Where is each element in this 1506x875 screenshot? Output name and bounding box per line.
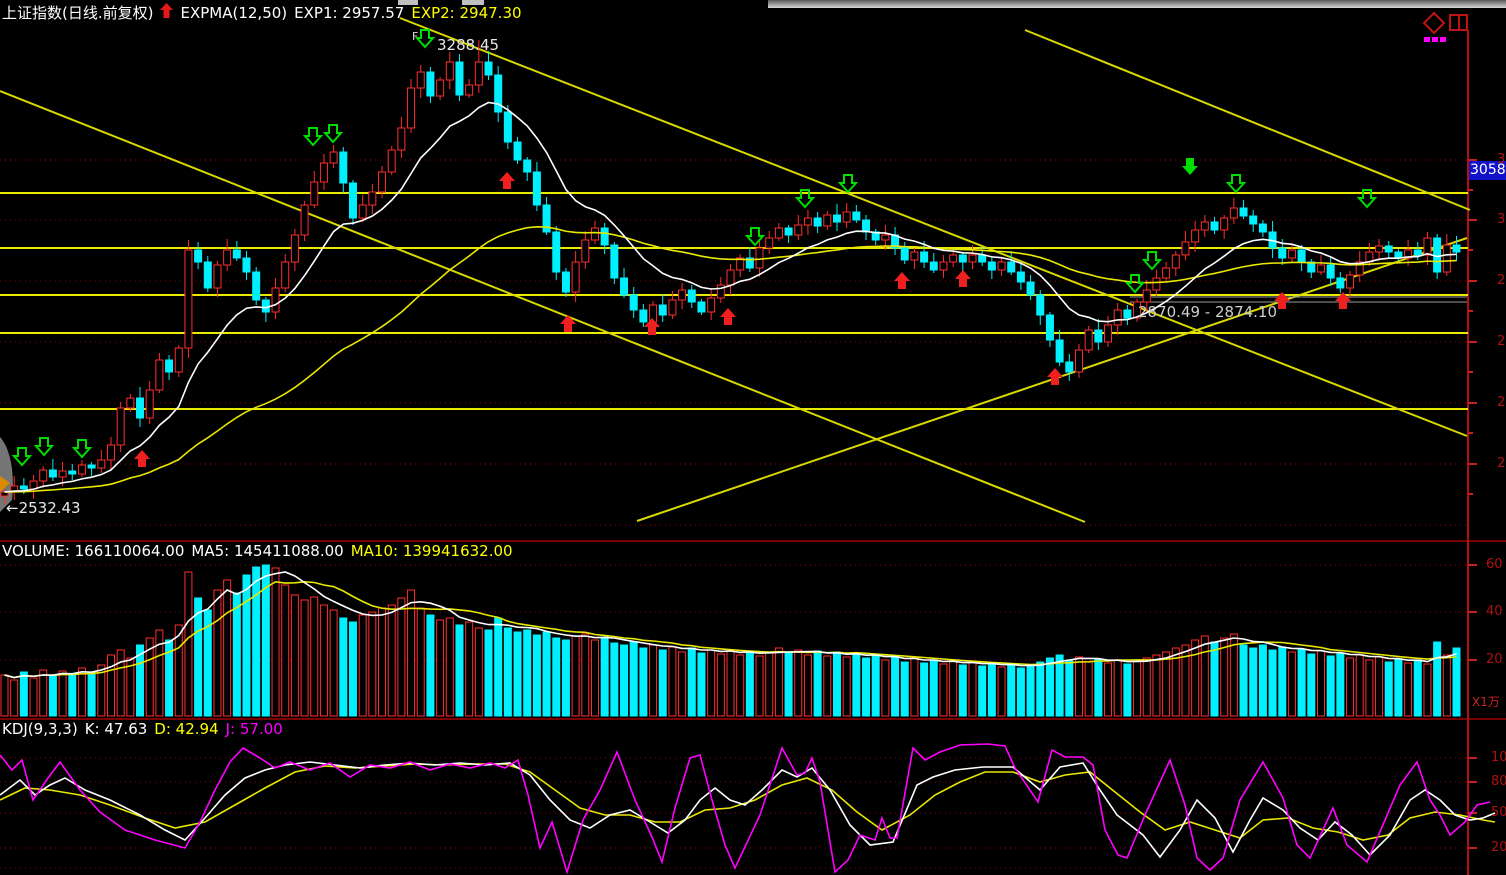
buy-signal-arrow — [1274, 292, 1290, 309]
kdj-axis-label: 20 — [1491, 840, 1506, 855]
diamond-icon[interactable] — [1422, 11, 1446, 35]
price-axis-label: 3000 — [1497, 212, 1506, 227]
buy-signal-arrow — [644, 318, 660, 335]
low-price-annotation: ←2532.43 — [6, 499, 81, 517]
buy-signal-arrow — [134, 450, 150, 467]
buy-signal-arrow — [955, 270, 971, 287]
peak-price-annotation: 3288.45 — [437, 36, 500, 54]
price-axis-label: 2800 — [1497, 334, 1506, 349]
sell-signal-arrow — [33, 437, 55, 457]
sell-signal-arrow — [744, 227, 766, 247]
exp2-value: EXP2: 2947.30 — [411, 3, 522, 22]
kdj-axis-label: 80 — [1491, 774, 1506, 789]
window-tab-fragment — [462, 0, 484, 5]
sell-signal-arrow — [1356, 189, 1378, 209]
price-axis-label: 2900 — [1497, 273, 1506, 288]
instrument-title: 上证指数(日线.前复权) — [2, 4, 154, 22]
gap-range-annotation: 2870.49 - 2874.10 — [1138, 303, 1278, 321]
volume-ma10-value: MA10: 139941632.00 — [350, 542, 513, 560]
sell-signal-arrow — [322, 124, 344, 144]
volume-bars — [0, 564, 1461, 717]
volume-axis-label: 40 — [1486, 604, 1503, 619]
kdj-header: KDJ(9,3,3) K: 47.63 D: 42.94 J: 57.00 — [2, 720, 283, 738]
price-axis-label: 2700 — [1497, 395, 1506, 410]
kdj-j-value: J: 57.00 — [225, 720, 283, 738]
peak-flag-marker: F — [412, 30, 419, 43]
volume-ma5-value: MA5: 145411088.00 — [191, 542, 344, 560]
volume-axis-label: 60 — [1486, 557, 1503, 572]
volume-header: VOLUME: 166110064.00 MA5: 145411088.00 M… — [2, 542, 513, 560]
sell-signal-arrow — [1124, 274, 1146, 294]
kdj-name: KDJ(9,3,3) — [2, 720, 78, 738]
buy-signal-arrow — [720, 308, 736, 325]
sell-signal-arrow — [837, 174, 859, 194]
trend-up-arrow-icon — [160, 3, 174, 22]
sell-signal-arrow — [1225, 174, 1247, 194]
buy-signal-arrow — [1047, 368, 1063, 385]
kdj-d-value: D: 42.94 — [154, 720, 219, 738]
buy-signal-arrow — [894, 272, 910, 289]
volume-unit-label: X1万 — [1472, 695, 1500, 709]
kdj-axis-label: 100 — [1491, 750, 1506, 765]
sell-signal-arrow — [794, 189, 816, 209]
sell-signal-arrow — [11, 447, 33, 467]
menu-ellipsis-icon[interactable] — [1424, 37, 1446, 42]
volume-value: VOLUME: 166110064.00 — [2, 542, 185, 560]
window-tab-fragment — [398, 0, 418, 5]
exp1-value: EXP1: 2957.57 — [294, 3, 405, 22]
indicator-label: EXPMA(12,50) — [180, 3, 288, 22]
toolbar-icons — [1422, 11, 1468, 42]
latest-price-badge: 3058 — [1469, 161, 1506, 180]
kdj-axis-label: 50 — [1491, 805, 1506, 820]
sell-signal-arrow — [1141, 251, 1163, 271]
buy-signal-arrow — [499, 172, 515, 189]
buy-signal-arrow — [560, 315, 576, 332]
sell-signal-arrow-solid — [1182, 158, 1198, 175]
price-axis-label: 2600 — [1497, 456, 1506, 471]
candlestick-series — [0, 40, 1461, 505]
sell-signal-arrow — [414, 29, 436, 49]
window-titlebar-strip — [768, 0, 1506, 8]
price-axis-label: 3100 — [1497, 152, 1506, 167]
volume-axis-label: 20 — [1486, 652, 1503, 667]
main-chart-header: 上证指数(日线.前复权) EXPMA(12,50) EXP1: 2957.57 … — [2, 2, 522, 23]
kdj-k-value: K: 47.63 — [84, 720, 148, 738]
sell-signal-arrow — [71, 439, 93, 459]
buy-signal-arrow — [1335, 292, 1351, 309]
sell-signal-arrow — [302, 127, 324, 147]
